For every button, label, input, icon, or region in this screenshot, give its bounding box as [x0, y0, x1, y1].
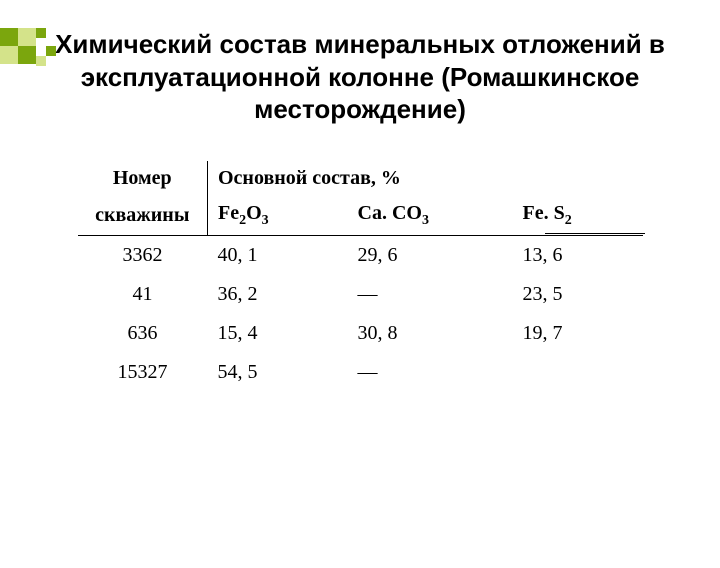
deco-square [36, 56, 46, 66]
deco-square [36, 28, 46, 38]
cell-well-number: 41 [78, 275, 208, 314]
header-rule-extra [545, 233, 645, 234]
cell-value [513, 353, 643, 392]
deco-square [0, 46, 18, 64]
corner-decoration [0, 28, 90, 73]
cell-value: — [348, 275, 513, 314]
composition-table: Номер Основной состав, % скважины Fe2О3 … [78, 161, 643, 392]
cell-well-number: 636 [78, 314, 208, 353]
subheader-caco3: Ca. CO3 [348, 196, 513, 236]
table-row: 4136, 2—23, 5 [78, 275, 643, 314]
cell-value: 19, 7 [513, 314, 643, 353]
deco-square [0, 28, 18, 46]
table-row: 63615, 430, 819, 7 [78, 314, 643, 353]
cell-well-number: 3362 [78, 235, 208, 275]
header-composition: Основной состав, % [208, 161, 643, 196]
cell-value: 36, 2 [208, 275, 348, 314]
header-number: Номер [78, 161, 208, 196]
subheader-fes2: Fe. S2 [513, 196, 643, 236]
slide-title: Химический состав минеральных отложений … [0, 28, 720, 126]
subheader-well: скважины [78, 196, 208, 236]
cell-value: 23, 5 [513, 275, 643, 314]
cell-value: 15, 4 [208, 314, 348, 353]
deco-square [46, 46, 56, 56]
deco-square [18, 46, 36, 64]
table-row: 336240, 129, 613, 6 [78, 235, 643, 275]
cell-well-number: 15327 [78, 353, 208, 392]
cell-value: — [348, 353, 513, 392]
deco-square [18, 28, 36, 46]
cell-value: 29, 6 [348, 235, 513, 275]
cell-value: 13, 6 [513, 235, 643, 275]
cell-value: 30, 8 [348, 314, 513, 353]
table-row: 1532754, 5— [78, 353, 643, 392]
subheader-fe2o3: Fe2О3 [208, 196, 348, 236]
cell-value: 40, 1 [208, 235, 348, 275]
cell-value: 54, 5 [208, 353, 348, 392]
